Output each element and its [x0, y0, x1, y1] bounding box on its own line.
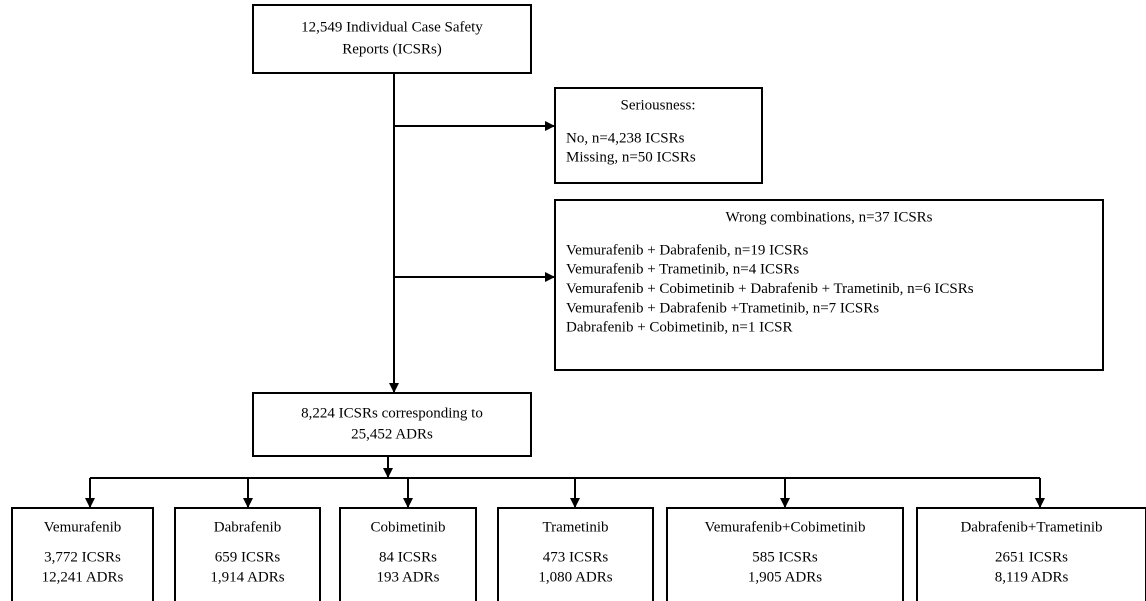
box — [252, 4, 532, 74]
box-text: 25,452 ADRs — [351, 426, 433, 442]
box — [174, 507, 321, 601]
group-name: Dabrafenib — [214, 519, 281, 535]
group-adrs: 12,241 ADRs — [42, 569, 124, 585]
group-name: Cobimetinib — [371, 519, 446, 535]
box-text: Reports (ICSRs) — [342, 41, 442, 57]
box — [11, 507, 154, 601]
box-text: Vemurafenib + Cobimetinib + Dabrafenib +… — [566, 281, 974, 297]
box — [252, 392, 532, 457]
group-adrs: 8,119 ADRs — [995, 569, 1069, 585]
group-icsrs: 659 ICSRs — [215, 549, 281, 565]
box-text: Vemurafenib + Dabrafenib +Trametinib, n=… — [566, 300, 879, 316]
group-icsrs: 473 ICSRs — [543, 549, 609, 565]
box — [554, 199, 1104, 371]
box — [666, 507, 904, 601]
group-icsrs: 2651 ICSRs — [995, 549, 1068, 565]
box-text: Vemurafenib + Dabrafenib, n=19 ICSRs — [566, 242, 808, 258]
group-name: Vemurafenib — [44, 519, 121, 535]
group-adrs: 1,914 ADRs — [210, 569, 284, 585]
group-name: Trametinib — [542, 519, 608, 535]
group-icsrs: 3,772 ICSRs — [44, 549, 121, 565]
box-text: 8,224 ICSRs corresponding to — [301, 405, 483, 421]
group-adrs: 193 ADRs — [377, 569, 440, 585]
group-adrs: 1,080 ADRs — [538, 569, 612, 585]
box-text: Vemurafenib + Trametinib, n=4 ICSRs — [566, 262, 799, 278]
box-text: Dabrafenib + Cobimetinib, n=1 ICSR — [566, 320, 792, 336]
box — [497, 507, 654, 601]
box-text: Missing, n=50 ICSRs — [566, 149, 696, 165]
group-name: Dabrafenib+Trametinib — [960, 519, 1102, 535]
box-text: No, n=4,238 ICSRs — [566, 130, 685, 146]
box — [554, 87, 763, 184]
group-icsrs: 585 ICSRs — [752, 549, 818, 565]
box — [916, 507, 1146, 601]
box-text: 12,549 Individual Case Safety — [301, 19, 483, 35]
box-title: Wrong combinations, n=37 ICSRs — [725, 209, 932, 225]
group-icsrs: 84 ICSRs — [379, 549, 437, 565]
box — [339, 507, 477, 601]
box-title: Seriousness: — [621, 97, 696, 113]
group-adrs: 1,905 ADRs — [748, 569, 822, 585]
group-name: Vemurafenib+Cobimetinib — [705, 519, 866, 535]
